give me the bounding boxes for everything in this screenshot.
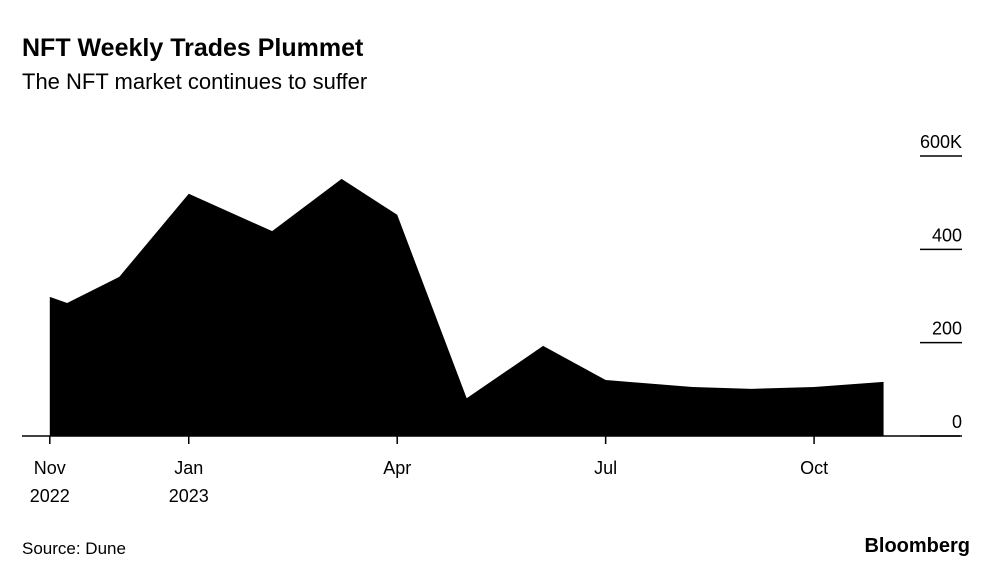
area <box>49 178 884 436</box>
y-tick-label: 600K <box>920 132 962 152</box>
source-note: Source: Dune <box>22 539 126 558</box>
x-tick-label: Nov 2022 <box>30 458 70 506</box>
y-tick-label: 200 <box>932 319 962 339</box>
y-tick-label: 0 <box>952 412 962 432</box>
brand-logo: Bloomberg <box>864 535 970 557</box>
chart-subtitle: The NFT market continues to suffer <box>22 69 367 94</box>
x-tick-label: Apr <box>383 458 411 478</box>
x-tick-label: Jan 2023 <box>169 458 209 506</box>
x-tick-label: Jul <box>594 458 617 478</box>
chart-title: NFT Weekly Trades Plummet <box>22 34 364 62</box>
x-tick-label: Oct <box>800 458 828 478</box>
y-tick-label: 400 <box>932 225 962 245</box>
